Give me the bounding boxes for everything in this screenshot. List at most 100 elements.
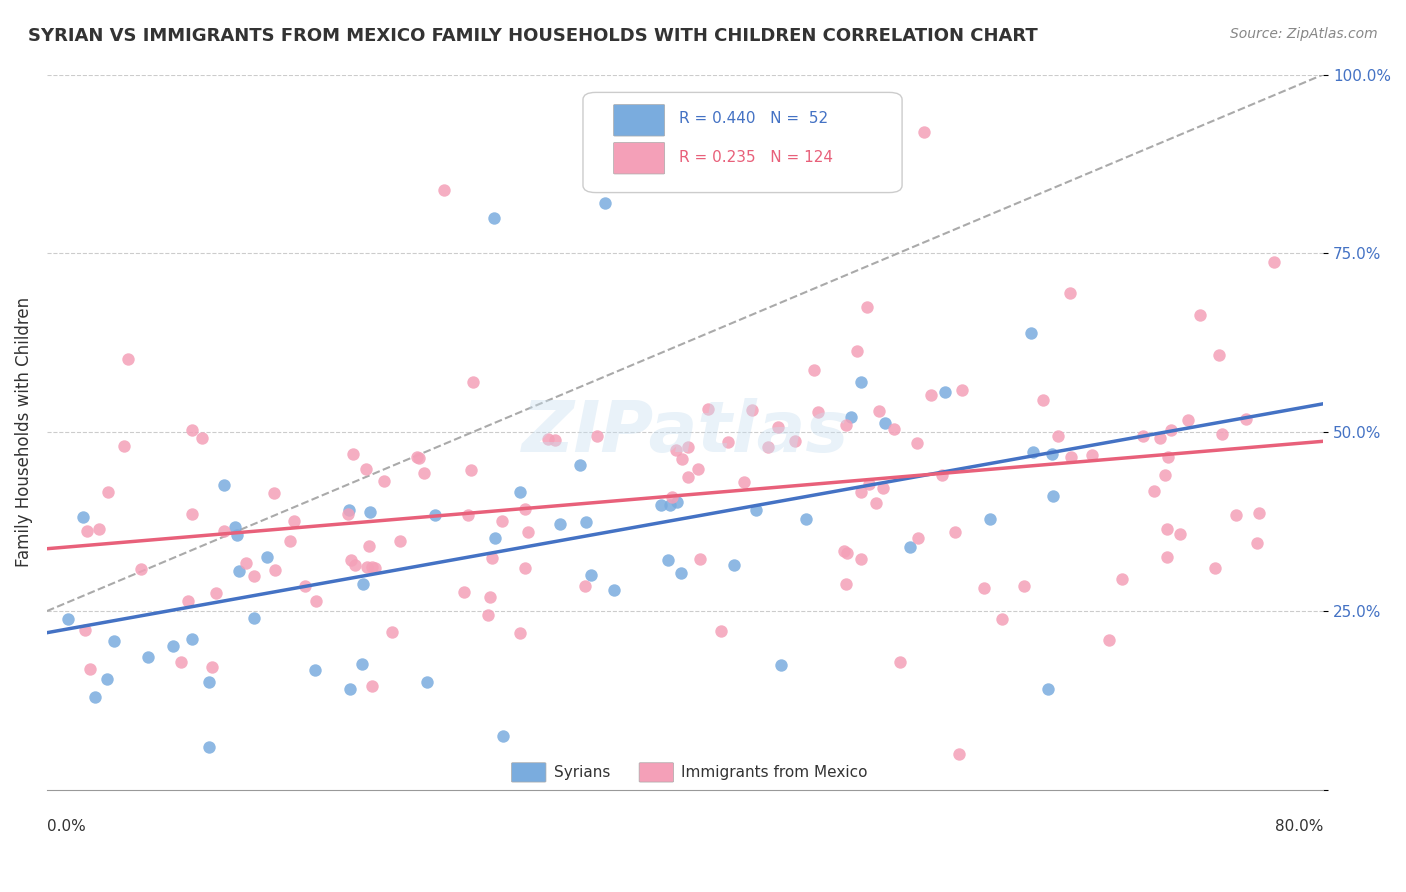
Point bbox=[97, 485, 120, 500]
Point bbox=[868, 403, 890, 417]
Point bbox=[659, 498, 682, 512]
Point bbox=[359, 539, 381, 553]
Point bbox=[950, 383, 973, 397]
Point bbox=[380, 625, 402, 640]
Point bbox=[129, 562, 152, 576]
Point bbox=[678, 440, 700, 454]
Point bbox=[337, 507, 360, 521]
Point bbox=[678, 469, 700, 483]
Point bbox=[689, 552, 711, 566]
Point bbox=[1060, 450, 1083, 465]
Point bbox=[181, 508, 204, 522]
Point bbox=[807, 405, 830, 419]
Point bbox=[1246, 535, 1268, 549]
Point bbox=[339, 681, 361, 696]
Point bbox=[197, 675, 219, 690]
Point bbox=[1080, 449, 1102, 463]
Y-axis label: Family Households with Children: Family Households with Children bbox=[15, 297, 32, 567]
Point bbox=[706, 153, 728, 168]
Point bbox=[425, 508, 447, 522]
FancyBboxPatch shape bbox=[583, 93, 903, 193]
Point bbox=[389, 534, 412, 549]
Point bbox=[84, 690, 107, 704]
Point bbox=[416, 675, 439, 690]
Point bbox=[858, 477, 880, 491]
Point bbox=[1038, 681, 1060, 696]
Point bbox=[569, 458, 592, 472]
Point bbox=[73, 624, 96, 638]
Point bbox=[785, 434, 807, 448]
Point bbox=[872, 481, 894, 495]
Point bbox=[484, 532, 506, 546]
Point bbox=[671, 566, 693, 581]
Point bbox=[373, 474, 395, 488]
Point bbox=[79, 662, 101, 676]
Point bbox=[212, 524, 235, 539]
Point bbox=[453, 584, 475, 599]
Point bbox=[112, 439, 135, 453]
Point bbox=[197, 740, 219, 755]
Point bbox=[263, 486, 285, 500]
Text: Syrians: Syrians bbox=[554, 764, 610, 780]
Point bbox=[243, 568, 266, 582]
Point bbox=[1022, 444, 1045, 458]
Point bbox=[136, 650, 159, 665]
Point bbox=[865, 495, 887, 509]
Point bbox=[457, 508, 479, 522]
Point bbox=[931, 468, 953, 483]
Point bbox=[934, 385, 956, 400]
Point bbox=[1247, 506, 1270, 520]
Point bbox=[907, 531, 929, 545]
Point bbox=[851, 485, 873, 500]
Point bbox=[361, 679, 384, 693]
Point bbox=[513, 561, 536, 575]
Point bbox=[482, 211, 505, 225]
Point bbox=[1225, 508, 1247, 522]
Point bbox=[352, 577, 374, 591]
Point bbox=[1059, 286, 1081, 301]
Point bbox=[283, 514, 305, 528]
Point bbox=[226, 528, 249, 542]
FancyBboxPatch shape bbox=[512, 763, 546, 782]
Point bbox=[1019, 326, 1042, 340]
Text: 0.0%: 0.0% bbox=[46, 819, 86, 833]
Point bbox=[509, 626, 531, 640]
Point bbox=[256, 549, 278, 564]
Point bbox=[1168, 527, 1191, 541]
Point bbox=[356, 462, 378, 476]
Point bbox=[657, 553, 679, 567]
Point bbox=[162, 639, 184, 653]
Point bbox=[889, 655, 911, 669]
Point bbox=[1032, 393, 1054, 408]
Point bbox=[794, 512, 817, 526]
Point bbox=[433, 183, 456, 197]
Point bbox=[117, 352, 139, 367]
Point bbox=[177, 594, 200, 608]
Point bbox=[973, 581, 995, 595]
Point bbox=[756, 440, 779, 454]
Point bbox=[849, 551, 872, 566]
Point bbox=[344, 558, 367, 573]
Point bbox=[58, 612, 80, 626]
Point bbox=[72, 510, 94, 524]
Point bbox=[408, 451, 430, 466]
Point bbox=[170, 655, 193, 669]
Point bbox=[1156, 523, 1178, 537]
FancyBboxPatch shape bbox=[613, 104, 665, 136]
Point bbox=[835, 418, 858, 433]
Point bbox=[224, 520, 246, 534]
Point bbox=[243, 611, 266, 625]
Point bbox=[180, 423, 202, 437]
Point bbox=[991, 612, 1014, 626]
Point bbox=[688, 462, 710, 476]
Point bbox=[537, 432, 560, 446]
Point bbox=[1097, 633, 1119, 648]
Point bbox=[770, 657, 793, 672]
Point bbox=[1189, 308, 1212, 322]
Point bbox=[849, 375, 872, 389]
Text: Source: ZipAtlas.com: Source: ZipAtlas.com bbox=[1230, 27, 1378, 41]
Point bbox=[745, 503, 768, 517]
Point bbox=[516, 524, 538, 539]
Point bbox=[1149, 432, 1171, 446]
Point bbox=[1014, 579, 1036, 593]
